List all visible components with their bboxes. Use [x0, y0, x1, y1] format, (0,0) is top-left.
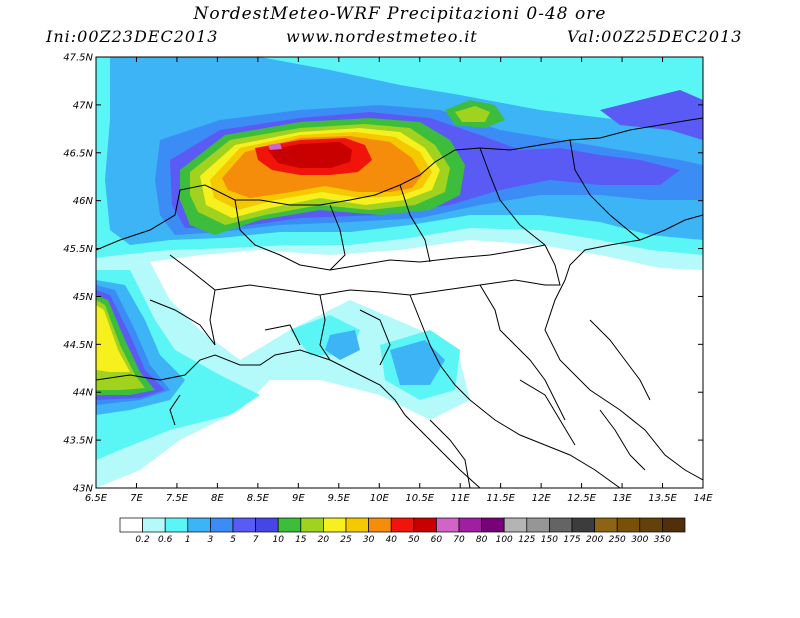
- legend-label: 7: [253, 535, 259, 545]
- legend-label: 175: [563, 535, 580, 545]
- legend-label: 125: [518, 535, 535, 545]
- lon-label: 11E: [451, 493, 471, 504]
- legend-swatch: [232, 517, 256, 533]
- legend-label: 40: [385, 535, 397, 545]
- legend-label: 15: [295, 535, 307, 545]
- legend-label: 60: [431, 535, 443, 545]
- lon-label: 7.5E: [166, 493, 189, 504]
- lat-label: 43N: [73, 484, 94, 495]
- precipitation-legend: 0.2 0.6 1 3 5 7 10 15 20 25 30 40 50 60 70 80 100 125 150 1…: [119, 517, 686, 545]
- longitude-axis: 6.5E 7E 7.5E 8E 8.5E 9E 9.5E 10E 10.5E 11E 11.5E 12…: [85, 57, 713, 504]
- legend-swatch: [616, 517, 641, 533]
- legend-swatch: [187, 517, 211, 533]
- legend-swatch: [323, 517, 347, 533]
- lon-label: 8.5E: [247, 493, 270, 504]
- lat-label: 45.5N: [63, 244, 93, 255]
- legend-swatch: [300, 517, 324, 533]
- legend-swatch: [164, 517, 189, 533]
- legend-swatch: [503, 517, 528, 533]
- legend-label: 30: [363, 535, 375, 545]
- lat-label: 47.5N: [63, 53, 93, 64]
- lat-label: 43.5N: [63, 436, 93, 447]
- map-frame: [95, 56, 704, 489]
- legend-label: 20: [318, 535, 330, 545]
- lat-label: 46.5N: [63, 148, 93, 159]
- legend-swatch: [368, 517, 392, 533]
- legend-swatch: [458, 517, 482, 533]
- legend-label: 200: [586, 535, 603, 545]
- legend-swatch: [639, 517, 663, 533]
- lon-label: 10.5E: [405, 493, 434, 504]
- legend-label: 250: [609, 535, 626, 545]
- lat-label: 44N: [73, 388, 94, 399]
- region-borders: [96, 117, 703, 488]
- legend-label: 0.2: [135, 535, 150, 545]
- legend-label: 70: [453, 535, 465, 545]
- init-time: Ini:00Z23DEC2013: [46, 27, 219, 46]
- lon-label: 14E: [693, 493, 713, 504]
- legend-label: 10: [272, 535, 284, 545]
- legend-label: 50: [408, 535, 420, 545]
- website-label: www.nordestmeteo.it: [286, 27, 478, 46]
- lat-label: 44.5N: [63, 340, 93, 351]
- legend-swatch: [390, 517, 415, 533]
- legend-label: 300: [631, 535, 648, 545]
- lon-label: 9E: [292, 493, 305, 504]
- lat-label: 46N: [73, 196, 94, 207]
- lat-label: 45N: [73, 292, 94, 303]
- lat-label: 47N: [73, 100, 94, 111]
- lon-label: 11.5E: [486, 493, 515, 504]
- legend-swatch: [255, 517, 279, 533]
- lon-label: 7E: [130, 493, 143, 504]
- map-title: NordestMeteo-WRF Precipitazioni 0-48 ore: [193, 4, 607, 24]
- legend-swatch: [345, 517, 369, 533]
- legend-label: 100: [496, 535, 513, 545]
- latitude-axis: 47.5N 47N 46.5N 46N 45.5N 45N 44.5N 44N 43.5N 43N: [63, 53, 703, 495]
- lon-label: 9.5E: [328, 493, 351, 504]
- lon-label: 12E: [532, 493, 552, 504]
- legend-label: 350: [654, 535, 671, 545]
- legend-label: 150: [541, 535, 558, 545]
- lon-label: 10E: [370, 493, 390, 504]
- legend-swatch: [277, 517, 302, 533]
- lon-label: 6.5E: [85, 493, 108, 504]
- legend-label: 25: [340, 535, 352, 545]
- legend-swatch: [142, 517, 166, 533]
- legend-swatch: [594, 517, 618, 533]
- legend-label: 0.6: [158, 535, 173, 545]
- legend-swatch: [413, 517, 437, 533]
- legend-swatch: [481, 517, 505, 533]
- lon-label: 13.5E: [648, 493, 677, 504]
- legend-label: 3: [208, 535, 214, 545]
- lon-label: 12.5E: [567, 493, 596, 504]
- legend-swatch: [549, 517, 573, 533]
- legend-label: 5: [230, 535, 236, 545]
- legend-swatch: [210, 517, 234, 533]
- legend-swatch: [662, 517, 686, 533]
- lon-label: 13E: [613, 493, 633, 504]
- legend-swatch: [119, 517, 143, 533]
- valid-time: Val:00Z25DEC2013: [567, 27, 743, 46]
- lon-label: 8E: [211, 493, 224, 504]
- legend-label: 80: [476, 535, 488, 545]
- legend-swatch: [526, 517, 550, 533]
- precipitation-field: [96, 57, 703, 488]
- legend-label: 1: [185, 535, 191, 545]
- legend-swatch: [436, 517, 460, 533]
- legend-swatch: [571, 517, 595, 533]
